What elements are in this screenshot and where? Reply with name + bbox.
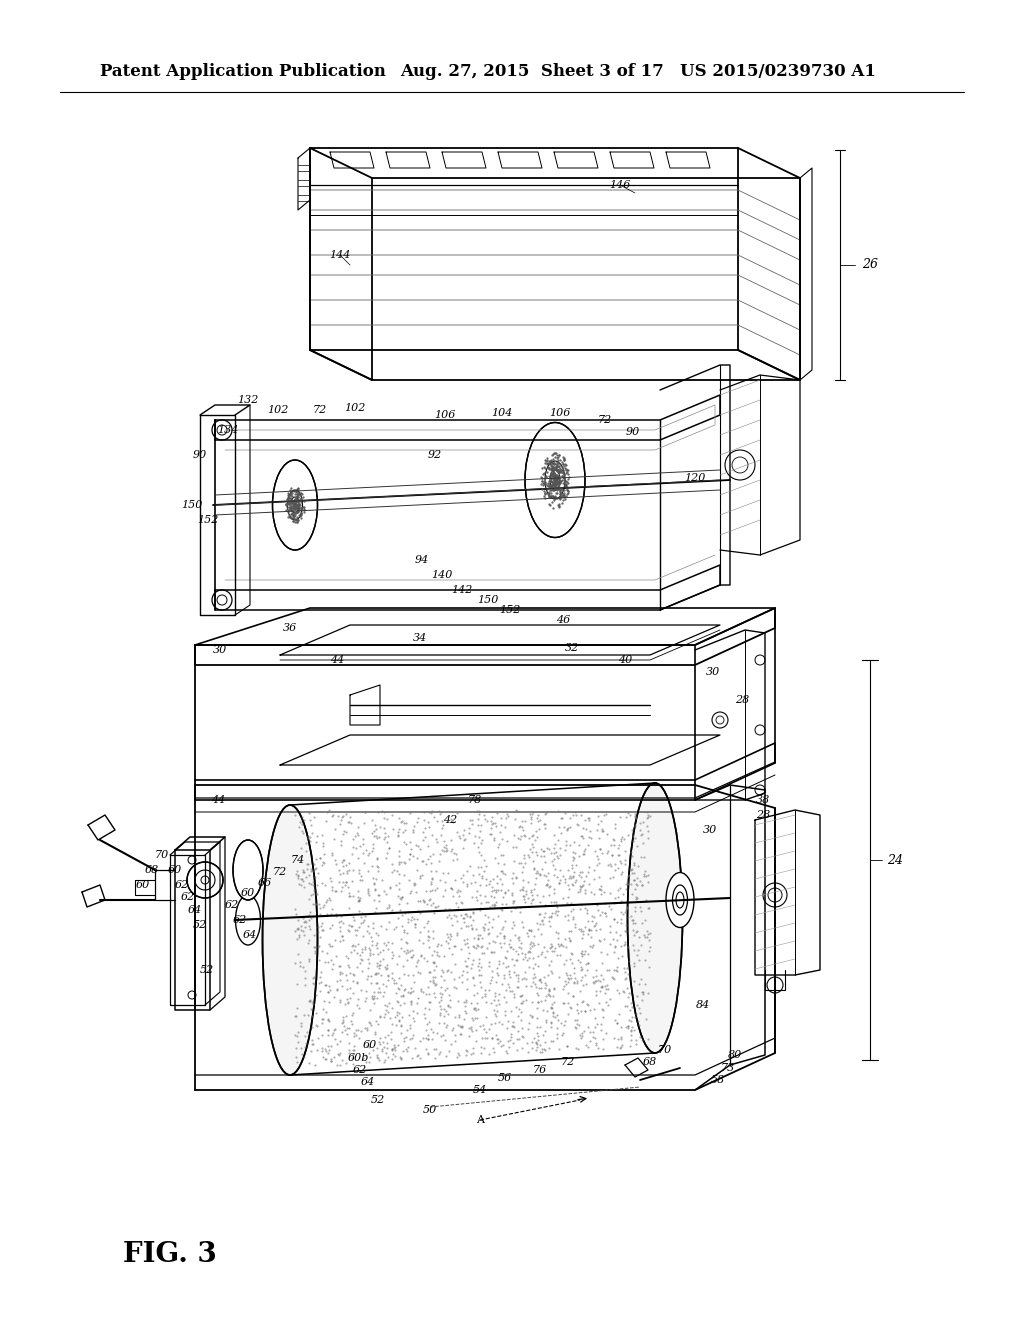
Text: 62: 62 [175, 880, 189, 890]
Text: 80: 80 [728, 1049, 742, 1060]
Text: 60: 60 [241, 888, 255, 898]
Text: 62: 62 [181, 892, 196, 902]
Text: 62: 62 [353, 1065, 368, 1074]
Text: 106: 106 [549, 408, 570, 418]
Text: 104: 104 [492, 408, 513, 418]
Circle shape [187, 862, 223, 898]
Text: 36: 36 [283, 623, 297, 634]
Text: 30: 30 [213, 645, 227, 655]
Text: 152: 152 [500, 605, 520, 615]
Text: 74: 74 [291, 855, 305, 865]
Text: 142: 142 [452, 585, 473, 595]
Text: 102: 102 [344, 403, 366, 413]
Text: 150: 150 [477, 595, 499, 605]
Text: 72: 72 [561, 1057, 575, 1067]
Text: 52: 52 [193, 920, 207, 931]
Text: 150: 150 [181, 500, 203, 510]
Text: 60: 60 [168, 865, 182, 875]
Text: 94: 94 [415, 554, 429, 565]
Text: 78: 78 [468, 795, 482, 805]
Text: Patent Application Publication: Patent Application Publication [100, 63, 386, 81]
Text: 68: 68 [144, 865, 159, 875]
Text: 132: 132 [238, 395, 259, 405]
Text: 70: 70 [657, 1045, 672, 1055]
Text: 152: 152 [198, 515, 219, 525]
Text: 56: 56 [498, 1073, 512, 1082]
Text: 92: 92 [428, 450, 442, 459]
Text: 68: 68 [643, 1057, 657, 1067]
Text: 64: 64 [187, 906, 202, 915]
Text: 28: 28 [735, 696, 750, 705]
Text: 46: 46 [556, 615, 570, 624]
Text: 24: 24 [887, 854, 903, 866]
Text: Aug. 27, 2015  Sheet 3 of 17: Aug. 27, 2015 Sheet 3 of 17 [400, 63, 664, 81]
Ellipse shape [545, 461, 565, 499]
Text: US 2015/0239730 A1: US 2015/0239730 A1 [680, 63, 876, 81]
Text: 44: 44 [330, 655, 344, 665]
Text: 38: 38 [756, 795, 770, 805]
Text: 120: 120 [684, 473, 706, 483]
Text: 44: 44 [211, 795, 225, 805]
Text: 60: 60 [362, 1040, 377, 1049]
Text: 134: 134 [217, 425, 239, 436]
Text: 50: 50 [423, 1105, 437, 1115]
Text: 72: 72 [598, 414, 612, 425]
Text: 102: 102 [267, 405, 289, 414]
Ellipse shape [233, 840, 263, 900]
Text: 34: 34 [413, 634, 427, 643]
Text: 52: 52 [371, 1096, 385, 1105]
Text: 90: 90 [626, 426, 640, 437]
Text: 84: 84 [696, 1001, 710, 1010]
Text: 30: 30 [706, 667, 720, 677]
Text: 70: 70 [155, 850, 169, 861]
Text: 73: 73 [721, 1063, 735, 1073]
Text: FIG. 3: FIG. 3 [123, 1242, 217, 1269]
Text: 54: 54 [473, 1085, 487, 1096]
Text: 32: 32 [565, 643, 580, 653]
Ellipse shape [288, 490, 302, 520]
Ellipse shape [272, 459, 317, 550]
Text: A: A [476, 1115, 484, 1125]
Text: 60b: 60b [347, 1053, 369, 1063]
Text: 62: 62 [225, 900, 240, 909]
Text: 64: 64 [243, 931, 257, 940]
Text: 60: 60 [136, 880, 151, 890]
Text: 52: 52 [200, 965, 214, 975]
Text: 72: 72 [313, 405, 327, 414]
Text: 26: 26 [862, 259, 878, 272]
Ellipse shape [666, 873, 694, 928]
Text: 30: 30 [702, 825, 717, 836]
Text: 140: 140 [431, 570, 453, 579]
Text: 76: 76 [532, 1065, 547, 1074]
Text: 28: 28 [756, 810, 770, 820]
Text: 40: 40 [617, 655, 632, 665]
Text: 144: 144 [330, 249, 350, 260]
Ellipse shape [525, 422, 585, 537]
Text: 42: 42 [442, 814, 457, 825]
Text: 72: 72 [272, 867, 287, 876]
Text: 62: 62 [232, 915, 247, 925]
Text: 146: 146 [609, 180, 631, 190]
Text: 64: 64 [360, 1077, 375, 1086]
Text: 106: 106 [434, 411, 456, 420]
Ellipse shape [628, 783, 683, 1053]
Ellipse shape [262, 805, 317, 1074]
Text: 90: 90 [193, 450, 207, 459]
Text: 58: 58 [711, 1074, 725, 1085]
Text: 66: 66 [258, 878, 272, 888]
